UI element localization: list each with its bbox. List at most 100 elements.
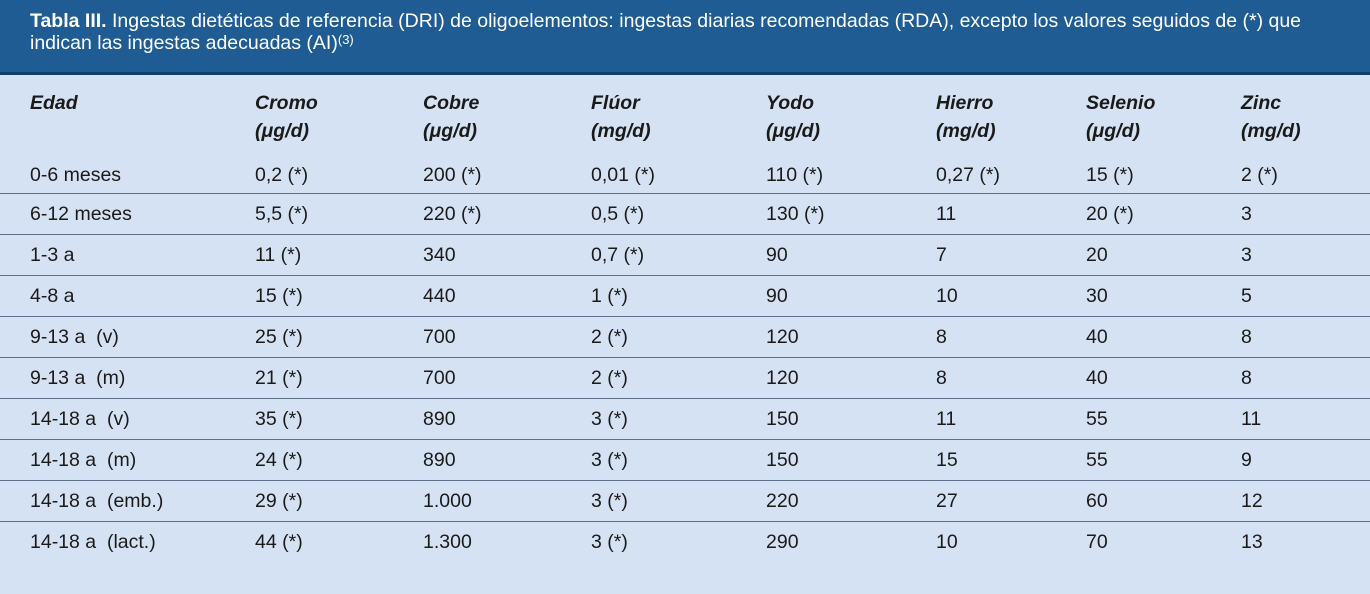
table-row: 14-18 a (emb.) 29 (*) 1.000 3 (*) 220 27 60 12	[0, 480, 1370, 522]
header-fluor: Flúor (mg/d)	[591, 92, 651, 142]
table-cell: 90	[766, 275, 936, 317]
table-cell: 90	[766, 234, 936, 276]
caption-reference: (3)	[337, 31, 354, 47]
table-cell: 0-6 meses	[30, 163, 122, 186]
table-cell: 3	[1241, 234, 1370, 276]
table-cell: 29 (*)	[255, 480, 423, 522]
table-cell: 14-18 a (v)	[0, 398, 255, 440]
table-cell: 27	[936, 480, 1086, 522]
table-cell: 25 (*)	[255, 316, 423, 358]
table-row: 4-8 a 15 (*) 440 1 (*) 90 10 30 5	[0, 275, 1370, 317]
table-cell: 21 (*)	[255, 357, 423, 399]
table-cell: 55	[1086, 439, 1241, 481]
table-cell: 220	[766, 480, 936, 522]
table-body: 0-6 meses 0,2 (*) 200 (*) 0,01 (*) 110 (*) 0,…	[0, 157, 1370, 562]
table-cell: 70	[1086, 521, 1241, 562]
table-cell: 220 (*)	[423, 193, 591, 235]
table-cell: 3	[1241, 193, 1370, 235]
table-cell: 3 (*)	[591, 439, 766, 481]
table-cell: 15	[936, 439, 1086, 481]
table-cell: 12	[1241, 480, 1370, 522]
caption-label: Tabla III.	[30, 10, 107, 32]
table-cell: 11 (*)	[255, 234, 423, 276]
table-cell: 14-18 a (lact.)	[0, 521, 255, 562]
header-zinc: Zinc (mg/d)	[1241, 92, 1301, 142]
table-cell: 8	[936, 357, 1086, 399]
table-cell: 11	[936, 193, 1086, 235]
table-cell: 130 (*)	[766, 193, 936, 235]
table-cell: 11	[936, 398, 1086, 440]
table-caption: Tabla III. Ingestas dietéticas de refere…	[0, 0, 1370, 75]
table-row: 1-3 a 11 (*) 340 0,7 (*) 90 7 20 3	[0, 234, 1370, 276]
table-cell: 120	[766, 357, 936, 399]
table-cell: 890	[423, 398, 591, 440]
table-cell: 9-13 a (v)	[0, 316, 255, 358]
table-cell: 3 (*)	[591, 480, 766, 522]
header-hierro: Hierro (mg/d)	[936, 92, 996, 142]
table-cell: 200 (*)	[423, 163, 482, 186]
table-cell: 7	[936, 234, 1086, 276]
table-row: 0-6 meses 0,2 (*) 200 (*) 0,01 (*) 110 (*) 0,…	[0, 157, 1370, 194]
table-cell: 700	[423, 357, 591, 399]
table-cell: 44 (*)	[255, 521, 423, 562]
header-selenio: Selenio (μg/d)	[1086, 92, 1156, 142]
table-row: 14-18 a (v) 35 (*) 890 3 (*) 150 11 55 11	[0, 398, 1370, 440]
table-cell: 0,01 (*)	[591, 163, 655, 186]
table-cell: 20	[1086, 234, 1241, 276]
table-cell: 24 (*)	[255, 439, 423, 481]
table-cell: 120	[766, 316, 936, 358]
table-cell: 340	[423, 234, 591, 276]
table-cell: 20 (*)	[1086, 193, 1241, 235]
table-cell: 700	[423, 316, 591, 358]
table-cell: 55	[1086, 398, 1241, 440]
table-header-row: Edad Cromo (μg/d) Cobre (μg/d) Flúor (mg/d)…	[0, 75, 1370, 157]
caption-text: Ingestas dietéticas de referencia (DRI) …	[30, 10, 1302, 54]
header-cromo: Cromo (μg/d)	[255, 92, 318, 142]
table-cell: 890	[423, 439, 591, 481]
table-cell: 110 (*)	[766, 163, 824, 186]
dri-table: Edad Cromo (μg/d) Cobre (μg/d) Flúor (mg/d)…	[0, 75, 1370, 562]
table-cell: 9-13 a (m)	[0, 357, 255, 399]
header-cobre: Cobre (μg/d)	[423, 92, 480, 142]
table-row: 9-13 a (v) 25 (*) 700 2 (*) 120 8 40 8	[0, 316, 1370, 358]
table-row: 14-18 a (lact.) 44 (*) 1.300 3 (*) 290 10 70 13	[0, 521, 1370, 562]
table-cell: 60	[1086, 480, 1241, 522]
table-cell: 290	[766, 521, 936, 562]
table-cell: 1 (*)	[591, 275, 766, 317]
table-cell: 15 (*)	[1086, 163, 1134, 186]
table-cell: 0,2 (*)	[255, 163, 309, 186]
table-cell: 1.300	[423, 521, 591, 562]
table-cell: 150	[766, 439, 936, 481]
table-cell: 4-8 a	[0, 275, 255, 317]
table-cell: 2 (*)	[591, 357, 766, 399]
table-cell: 0,5 (*)	[591, 193, 766, 235]
table-cell: 2 (*)	[591, 316, 766, 358]
table-cell: 9	[1241, 439, 1370, 481]
table-cell: 3 (*)	[591, 521, 766, 562]
table-row: 14-18 a (m) 24 (*) 890 3 (*) 150 15 55 9	[0, 439, 1370, 481]
table-cell: 10	[936, 521, 1086, 562]
header-yodo: Yodo (μg/d)	[766, 92, 820, 142]
table-cell: 14-18 a (m)	[0, 439, 255, 481]
table-cell: 1.000	[423, 480, 591, 522]
table-row: 6-12 meses 5,5 (*) 220 (*) 0,5 (*) 130 (*) 11…	[0, 193, 1370, 235]
table-cell: 3 (*)	[591, 398, 766, 440]
table-cell: 30	[1086, 275, 1241, 317]
table-cell: 2 (*)	[1241, 163, 1278, 186]
table-cell: 0,7 (*)	[591, 234, 766, 276]
table-cell: 440	[423, 275, 591, 317]
table-row: 9-13 a (m) 21 (*) 700 2 (*) 120 8 40 8	[0, 357, 1370, 399]
table-cell: 35 (*)	[255, 398, 423, 440]
table-cell: 0,27 (*)	[936, 163, 1000, 186]
table-cell: 13	[1241, 521, 1370, 562]
table-cell: 14-18 a (emb.)	[0, 480, 255, 522]
table-cell: 8	[936, 316, 1086, 358]
table-cell: 150	[766, 398, 936, 440]
table-cell: 40	[1086, 316, 1241, 358]
table-cell: 5,5 (*)	[255, 193, 423, 235]
table-cell: 40	[1086, 357, 1241, 399]
table-cell: 11	[1241, 398, 1370, 440]
table-cell: 8	[1241, 357, 1370, 399]
header-edad: Edad	[30, 92, 78, 114]
